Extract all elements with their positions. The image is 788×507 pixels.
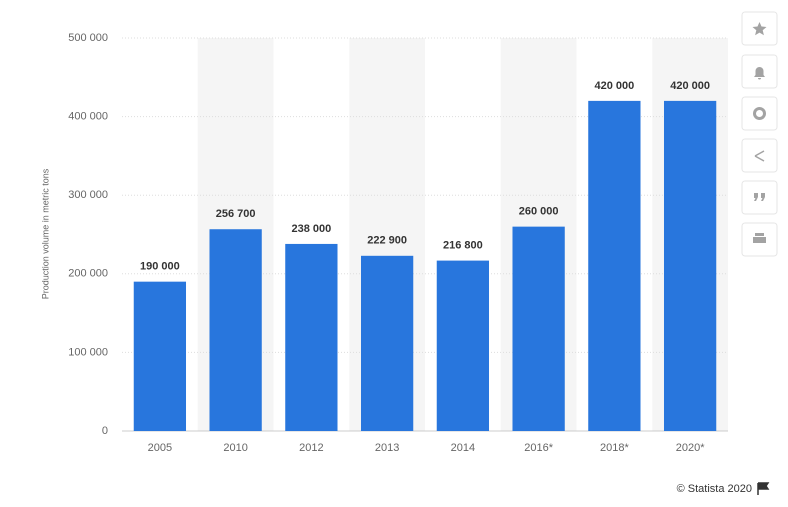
x-tick-label: 2012 bbox=[299, 442, 323, 454]
bar bbox=[133, 281, 187, 431]
credit: © Statista 2020 bbox=[677, 483, 752, 495]
value-label: 190 000 bbox=[140, 261, 180, 273]
sidebar bbox=[741, 11, 778, 257]
x-tick-label: 2005 bbox=[148, 442, 172, 454]
y-tick-label: 300 000 bbox=[68, 189, 108, 201]
plot: 0 100 000 200 000 300 000 400 000 500 000 2005… bbox=[68, 32, 728, 454]
y-tick-label: 400 000 bbox=[68, 111, 108, 123]
share-icon bbox=[754, 150, 765, 162]
share-button[interactable] bbox=[741, 138, 778, 173]
value-label: 256 700 bbox=[216, 208, 256, 220]
y-tick-label: 500 000 bbox=[68, 32, 108, 44]
value-label: 222 900 bbox=[367, 235, 407, 247]
quote-icon bbox=[754, 193, 765, 201]
x-tick-label: 2013 bbox=[375, 442, 399, 454]
bar bbox=[512, 226, 565, 431]
settings-button[interactable] bbox=[741, 96, 778, 131]
bar bbox=[436, 260, 490, 431]
flag-icon bbox=[757, 482, 770, 495]
value-label: 260 000 bbox=[519, 206, 559, 218]
x-tick-label: 2018* bbox=[600, 442, 629, 454]
bell-icon bbox=[754, 67, 765, 80]
x-tick-label: 2016* bbox=[524, 442, 553, 454]
value-label: 420 000 bbox=[670, 80, 710, 92]
print-icon bbox=[753, 233, 766, 243]
value-label: 216 800 bbox=[443, 240, 483, 252]
y-tick-label: 0 bbox=[102, 425, 108, 437]
cite-button[interactable] bbox=[741, 180, 778, 215]
x-tick-label: 2014 bbox=[451, 442, 475, 454]
x-tick-label: 2010 bbox=[223, 442, 247, 454]
bar bbox=[285, 243, 338, 431]
bar bbox=[360, 255, 414, 431]
x-tick-label: 2020* bbox=[676, 442, 705, 454]
gear-icon bbox=[753, 107, 766, 120]
y-tick-label: 200 000 bbox=[68, 268, 108, 280]
bar bbox=[588, 100, 641, 431]
y-axis-label: Production volume in metric tons bbox=[40, 168, 50, 299]
value-label: 238 000 bbox=[291, 223, 331, 235]
y-tick-label: 100 000 bbox=[68, 346, 108, 358]
bar bbox=[209, 229, 262, 431]
star-icon bbox=[752, 22, 767, 36]
value-label: 420 000 bbox=[594, 80, 634, 92]
bar bbox=[663, 100, 717, 431]
